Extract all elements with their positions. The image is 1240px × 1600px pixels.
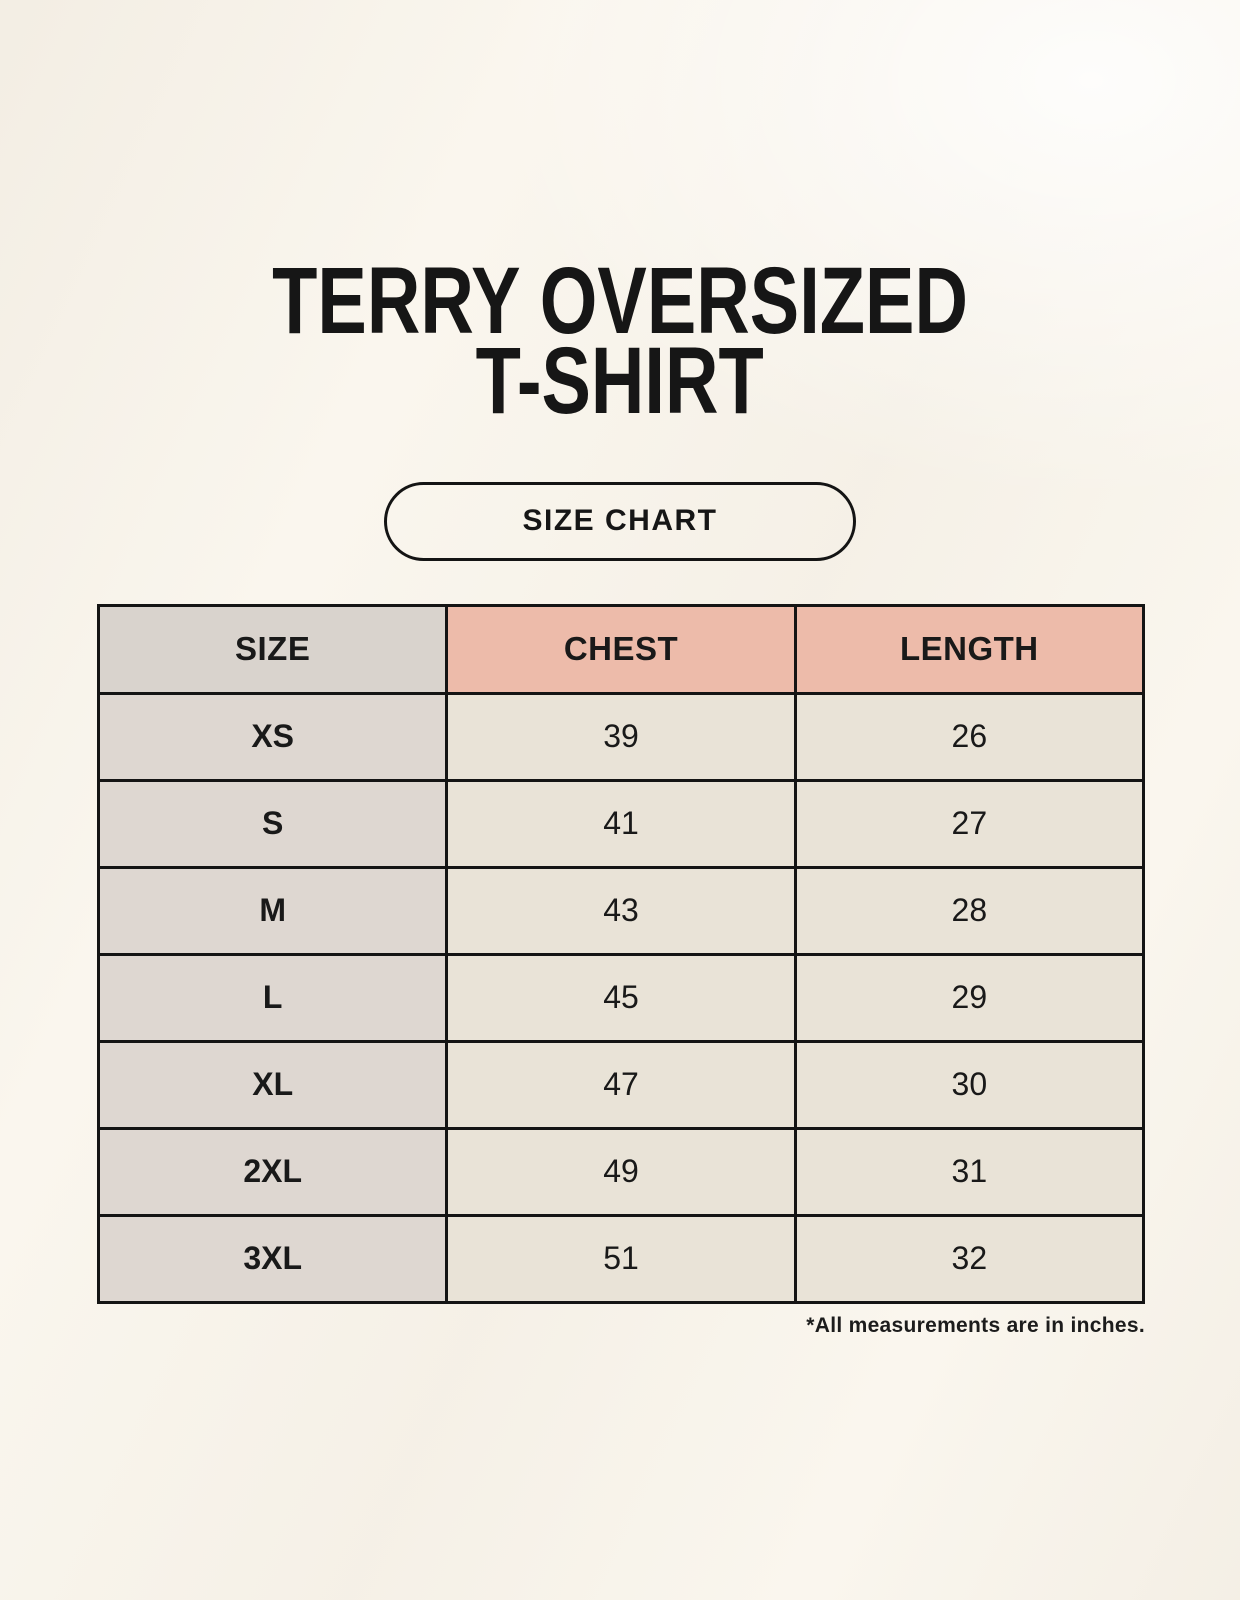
length-cell: 28: [793, 865, 1146, 956]
column-header-size: SIZE: [96, 603, 449, 695]
table-row: XL 47 30: [96, 1039, 1146, 1130]
header-row: SIZE CHEST LENGTH: [96, 603, 1146, 695]
chest-cell: 47: [445, 1039, 797, 1130]
length-cell: 32: [793, 1213, 1146, 1304]
title-line-2-text: T-SHIRT: [475, 327, 765, 434]
chest-cell: 43: [445, 865, 797, 956]
table-row: L 45 29: [96, 952, 1146, 1043]
column-header-length: LENGTH: [793, 603, 1146, 695]
length-cell: 31: [793, 1126, 1146, 1217]
size-cell: 2XL: [96, 1126, 449, 1217]
length-cell: 30: [793, 1039, 1146, 1130]
size-table-header: SIZE CHEST LENGTH: [96, 603, 1146, 695]
table-row: XS 39 26: [96, 691, 1146, 782]
size-cell: XS: [96, 691, 449, 782]
length-cell: 29: [793, 952, 1146, 1043]
chest-cell: 51: [445, 1213, 797, 1304]
chest-cell: 39: [445, 691, 797, 782]
chest-cell: 45: [445, 952, 797, 1043]
size-chart-badge[interactable]: SIZE CHART: [384, 481, 856, 561]
length-cell: 27: [793, 778, 1146, 869]
title-line-2: T-SHIRT: [0, 327, 1240, 434]
size-chart-badge-label: SIZE CHART: [522, 504, 718, 538]
table-row: 3XL 51 32: [96, 1213, 1146, 1304]
measurements-footnote: *All measurements are in inches.: [806, 1313, 1145, 1337]
table-row: 2XL 49 31: [96, 1126, 1146, 1217]
size-table-body: XS 39 26 S 41 27 M 43 28 L 45 29 XL 47: [96, 691, 1146, 1304]
table-row: S 41 27: [96, 778, 1146, 869]
size-cell: XL: [96, 1039, 449, 1130]
title-line-1: TERRY OVERSIZED: [0, 248, 1240, 354]
title-line-1-text: TERRY OVERSIZED: [272, 248, 968, 354]
size-cell: L: [96, 952, 449, 1043]
size-cell: M: [96, 865, 449, 956]
column-header-chest: CHEST: [445, 603, 797, 695]
size-cell: 3XL: [96, 1213, 449, 1304]
page-title: TERRY OVERSIZED T-SHIRT: [0, 0, 1240, 434]
size-table: SIZE CHEST LENGTH XS 39 26 S 41 27 M 43 …: [96, 603, 1146, 1304]
length-cell: 26: [793, 691, 1146, 782]
chest-cell: 41: [445, 778, 797, 869]
size-cell: S: [96, 778, 449, 869]
chest-cell: 49: [445, 1126, 797, 1217]
table-row: M 43 28: [96, 865, 1146, 956]
